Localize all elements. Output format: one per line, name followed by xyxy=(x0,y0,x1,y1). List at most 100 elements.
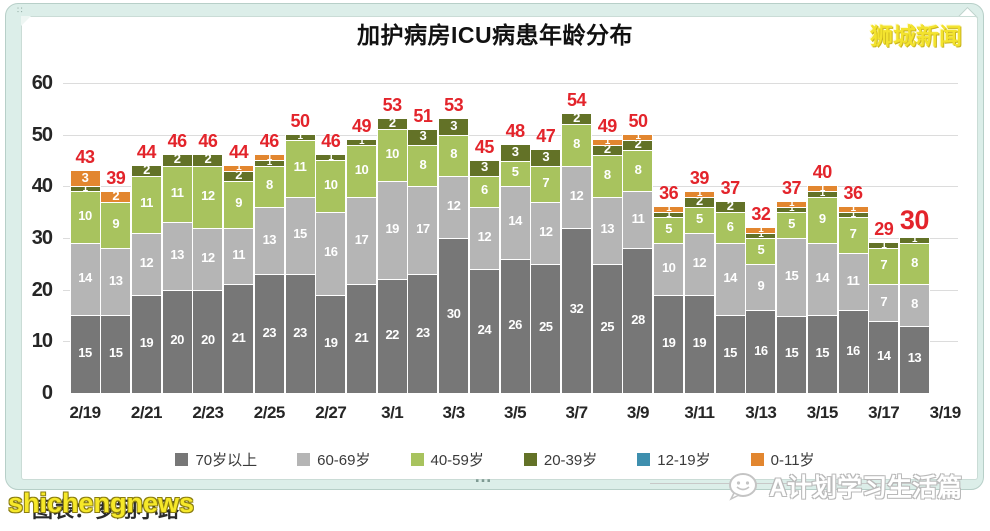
bar-segment xyxy=(316,160,346,213)
legend-item: 12-19岁 xyxy=(637,449,711,470)
wechat-bubble-icon xyxy=(728,473,757,501)
bar-total-label: 37 xyxy=(720,177,741,198)
bar-segment xyxy=(131,294,161,393)
bar-segment xyxy=(285,274,315,393)
bar-segment xyxy=(562,114,592,125)
bar-total-label: 53 xyxy=(382,95,403,116)
bar-segment xyxy=(408,274,438,393)
x-tick-label: 2/21 xyxy=(130,403,163,422)
bar-total-label: 46 xyxy=(198,131,218,152)
x-tick-label: 3/3 xyxy=(442,403,466,422)
bar-segment xyxy=(377,181,407,280)
x-tick-label: 2/23 xyxy=(192,403,224,422)
bar-segment xyxy=(715,212,745,244)
y-tick-label: 0 xyxy=(41,382,53,404)
bar-segment xyxy=(131,176,161,233)
bar-total-label: 36 xyxy=(843,183,863,203)
bar-total-label: 50 xyxy=(628,110,648,131)
bar-segment xyxy=(623,134,653,140)
x-tick-label: 3/11 xyxy=(684,403,715,422)
x-tick-label: 2/25 xyxy=(253,403,286,422)
bar-segment xyxy=(746,238,776,264)
bar-segment xyxy=(469,207,499,269)
bar-segment xyxy=(131,165,161,176)
bar-segment xyxy=(469,160,499,176)
bar-total-label: 50 xyxy=(290,110,311,131)
bar-segment xyxy=(623,150,653,192)
bar-segment xyxy=(777,315,807,393)
bar-segment xyxy=(254,207,284,275)
x-tick-label: 3/1 xyxy=(381,403,404,422)
x-tick-label: 3/13 xyxy=(745,403,777,422)
bar-segment xyxy=(592,155,622,197)
bar-total-label: 44 xyxy=(229,141,249,162)
bar-segment xyxy=(70,315,100,393)
bar-total-label: 30 xyxy=(899,205,930,235)
bar-segment xyxy=(592,263,622,393)
y-tick-label: 60 xyxy=(31,72,53,94)
legend-label: 60-69岁 xyxy=(317,452,371,469)
bar-total-label: 32 xyxy=(751,203,771,224)
bar-segment xyxy=(346,139,376,145)
bar-segment xyxy=(684,294,714,393)
y-tick-label: 40 xyxy=(31,175,53,198)
bar-segment xyxy=(715,243,745,316)
bar-segment xyxy=(654,243,684,295)
bar-segment xyxy=(838,253,868,311)
bar-segment xyxy=(193,289,223,393)
bar-total-label: 54 xyxy=(567,90,587,110)
legend-item: 0-11岁 xyxy=(750,449,815,470)
legend-label: 0-11岁 xyxy=(770,452,815,469)
resize-handle-icon[interactable]: … xyxy=(474,466,494,486)
bar-segment xyxy=(70,191,100,244)
bar-segment xyxy=(316,294,346,393)
legend-label: 12-19岁 xyxy=(657,452,711,469)
bar-total-label: 45 xyxy=(474,136,495,157)
bar-segment xyxy=(623,191,653,249)
bar-total-label: 29 xyxy=(874,219,894,240)
legend-item: 60-69岁 xyxy=(297,449,371,470)
bar-segment xyxy=(899,325,929,393)
bar-total-label: 49 xyxy=(351,115,372,136)
bar-segment xyxy=(131,232,161,295)
bar-segment xyxy=(623,139,653,151)
bar-segment xyxy=(346,196,376,285)
bar-segment xyxy=(101,315,131,393)
watermark-account-name: A计划学习生活篇 xyxy=(768,474,962,502)
x-tick-label: 2/19 xyxy=(69,403,101,422)
bar-segment xyxy=(777,201,807,207)
bar-segment xyxy=(101,191,131,202)
bar-segment xyxy=(469,176,499,207)
bar-segment xyxy=(899,238,929,244)
legend-label: 20-39岁 xyxy=(543,452,598,469)
bar-segment xyxy=(838,212,868,218)
bar-total-label: 47 xyxy=(536,126,556,147)
gridline xyxy=(63,83,958,84)
bar-segment xyxy=(469,269,499,393)
bar-total-label: 46 xyxy=(259,131,280,152)
bar-total-label: 48 xyxy=(505,121,526,141)
bar-segment xyxy=(869,248,899,285)
bar-segment xyxy=(869,243,899,249)
bar-segment xyxy=(746,232,776,238)
x-tick-label: 3/7 xyxy=(565,403,588,422)
bar-segment xyxy=(224,181,254,228)
bar-segment xyxy=(70,170,100,187)
bar-segment xyxy=(838,217,868,254)
bar-segment xyxy=(500,258,530,393)
watermark-divider-line xyxy=(650,483,940,484)
bar-segment xyxy=(224,165,254,171)
watermark-bottom-right: A计划学习生活篇 xyxy=(727,468,962,504)
chart-credit-text: 图表：罗翔小路 xyxy=(32,499,179,522)
bar-segment xyxy=(777,207,807,213)
legend-swatch-icon xyxy=(175,453,189,466)
y-tick-label: 50 xyxy=(31,123,53,146)
bar-segment xyxy=(899,243,929,285)
drag-handle-icon[interactable]: ∷ xyxy=(17,5,24,15)
bar-segment xyxy=(500,186,530,259)
bar-segment xyxy=(439,134,469,176)
bar-segment xyxy=(408,145,438,187)
bar-segment xyxy=(838,310,868,393)
